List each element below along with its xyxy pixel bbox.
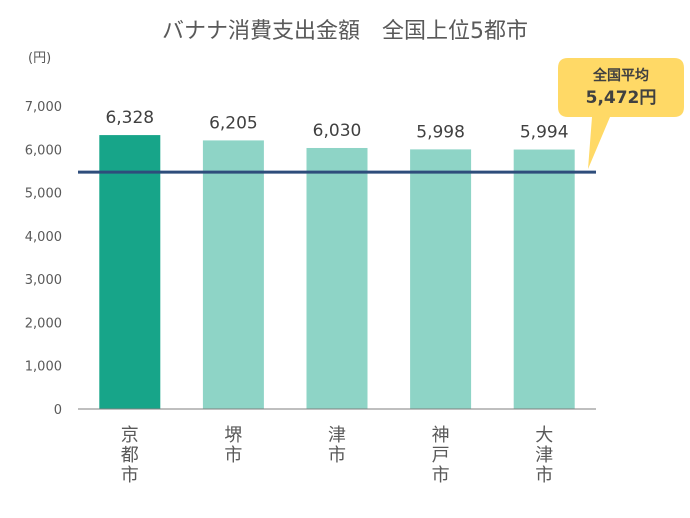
data-label: 6,030 (313, 121, 362, 141)
category-label: 堺市 (224, 425, 242, 466)
data-labels: 6,328 6,205 6,030 5,998 5,994 (105, 108, 568, 142)
y-tick-label: 3,000 (25, 273, 62, 288)
y-axis-unit: (円) (28, 51, 51, 66)
y-tick-label: 4,000 (25, 230, 62, 245)
y-tick-label: 6,000 (25, 143, 62, 158)
callout-bubble (558, 58, 684, 170)
bar (513, 149, 575, 410)
category-labels: 京都市 堺市 津市 神戸市 大津市 (121, 425, 553, 486)
y-tick-label: 1,000 (25, 360, 62, 375)
data-label: 6,205 (209, 113, 258, 133)
callout-value: 5,472円 (586, 88, 657, 108)
bar (99, 135, 161, 409)
category-label: 津市 (328, 425, 346, 466)
bar (202, 140, 264, 409)
data-label: 5,998 (416, 122, 465, 142)
y-tick-label: 0 (54, 403, 62, 418)
chart-title: バナナ消費支出金額 全国上位5都市 (162, 19, 528, 44)
y-tick-label: 7,000 (25, 100, 62, 115)
bar (410, 149, 472, 409)
data-label: 6,328 (105, 108, 154, 128)
y-tick-label: 5,000 (25, 187, 62, 202)
category-label: 大津市 (535, 425, 553, 486)
data-label: 5,994 (520, 123, 569, 143)
national-average-callout: 全国平均 5,472円 (558, 58, 684, 170)
category-label: 京都市 (121, 425, 139, 486)
category-label: 神戸市 (432, 425, 450, 486)
bars (99, 135, 575, 410)
bar (306, 147, 368, 410)
y-axis-ticks: 0 1,000 2,000 3,000 4,000 5,000 6,000 7,000 (25, 100, 62, 418)
callout-label: 全国平均 (592, 67, 649, 84)
y-tick-label: 2,000 (25, 316, 62, 331)
